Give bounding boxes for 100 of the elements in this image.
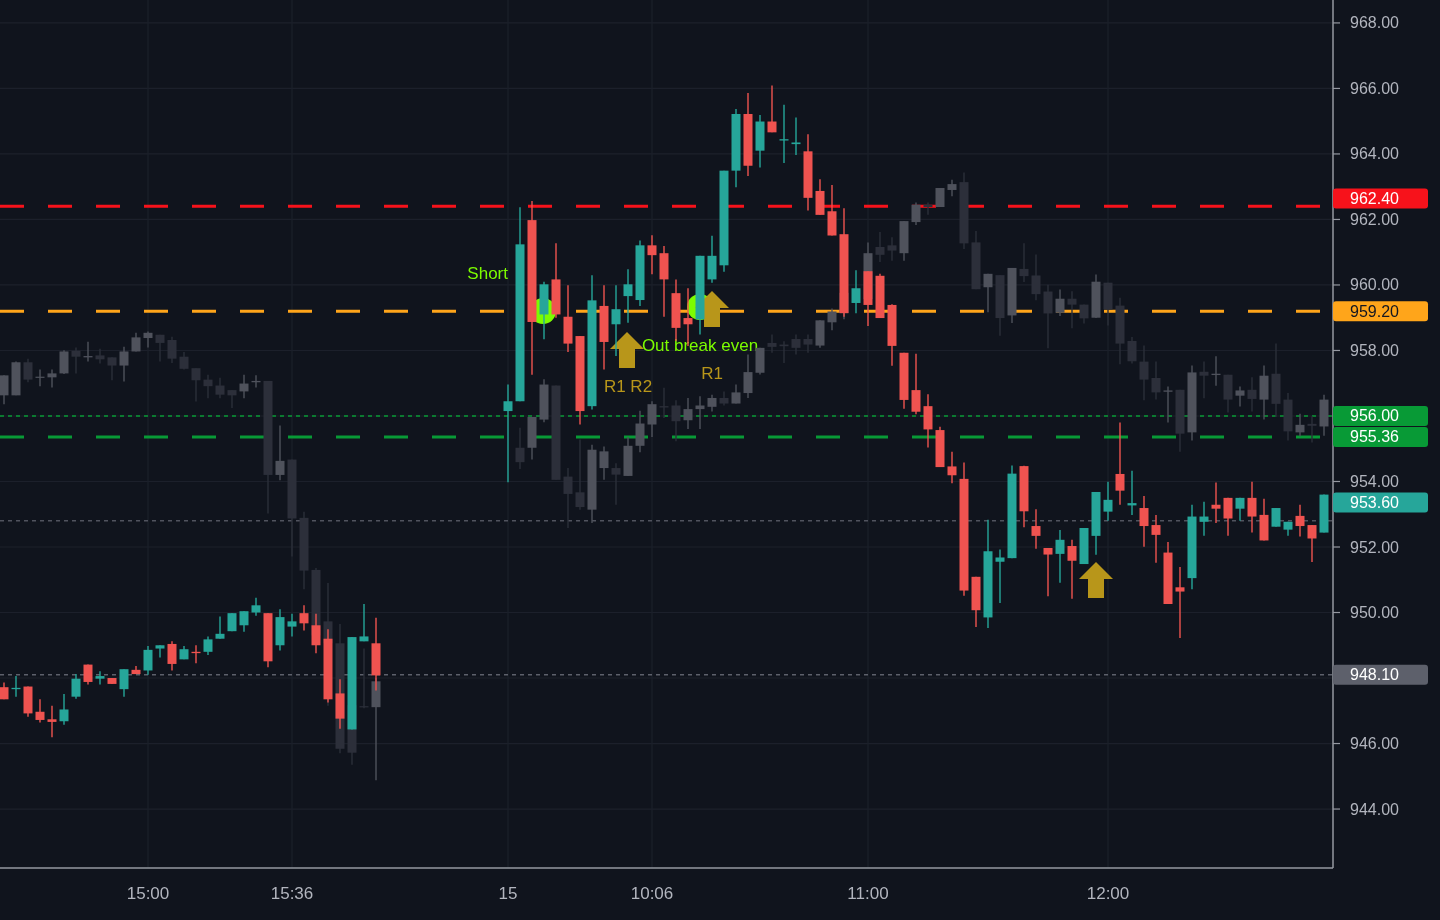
y-tick-label: 954.00 — [1350, 472, 1400, 490]
candlestick — [635, 410, 645, 454]
candlestick — [995, 548, 1005, 604]
candlestick — [1043, 547, 1053, 597]
candlestick — [599, 445, 609, 481]
annotation: Out break even — [641, 335, 759, 355]
candlestick — [203, 374, 213, 399]
candlestick — [515, 427, 525, 470]
candlestick — [191, 367, 201, 403]
candlestick — [671, 399, 681, 442]
annotation: R1 — [701, 363, 723, 383]
candlestick — [827, 307, 837, 331]
candlestick — [119, 668, 129, 698]
candlestick — [779, 104, 789, 164]
candlestick — [23, 357, 33, 383]
ref-line-label: 962.40 — [1350, 189, 1400, 207]
y-tick-label: 950.00 — [1350, 604, 1400, 622]
candlestick — [1127, 336, 1137, 365]
candlestick — [503, 383, 513, 483]
candlestick — [1247, 376, 1257, 413]
candlestick — [59, 693, 69, 726]
candlestick — [911, 353, 921, 416]
candlestick — [35, 698, 45, 724]
candlestick — [47, 368, 57, 389]
candlestick — [947, 450, 957, 484]
ref-line-label: 956.00 — [1350, 407, 1400, 425]
candlestick — [1151, 514, 1161, 564]
candlestick — [647, 234, 657, 275]
candlestick — [1223, 497, 1233, 537]
candlestick — [71, 673, 81, 700]
candlestick — [1151, 360, 1161, 401]
candlestick — [1235, 385, 1245, 408]
candlestick — [803, 333, 813, 354]
candlestick — [119, 346, 129, 383]
x-tick-label: 15:00 — [126, 883, 170, 903]
candlestick — [851, 269, 861, 314]
candlestick — [1055, 529, 1065, 584]
candlestick — [911, 201, 921, 226]
candlestick — [275, 424, 285, 481]
candlestick — [155, 334, 165, 363]
candlestick — [1199, 360, 1209, 399]
candlestick — [1067, 290, 1077, 329]
candlestick — [359, 603, 369, 643]
y-tick-label: 960.00 — [1350, 276, 1400, 294]
candlestick — [1259, 364, 1269, 421]
candlestick — [983, 273, 993, 313]
y-tick-label: 962.00 — [1350, 210, 1400, 228]
candlestick — [743, 353, 753, 399]
candlestick — [611, 462, 621, 506]
candlestick — [1295, 412, 1305, 437]
candlestick — [767, 84, 777, 134]
candlestick — [1175, 566, 1185, 639]
candlestick — [767, 333, 777, 354]
candlestick — [1211, 481, 1221, 524]
ref-line-label: 955.36 — [1350, 428, 1400, 446]
candlestick — [1139, 344, 1149, 401]
candlestick — [1163, 385, 1173, 424]
candlestick — [287, 613, 297, 638]
candlestick — [707, 235, 717, 284]
candlestick — [143, 645, 153, 676]
candlestick — [1019, 242, 1029, 283]
annotation: Short — [467, 263, 509, 283]
candlestick — [887, 236, 897, 262]
x-tick-label: 11:00 — [847, 883, 889, 903]
candlestick — [1307, 524, 1317, 563]
y-tick-label: 966.00 — [1350, 79, 1400, 97]
candlestick — [611, 284, 621, 357]
candlestick — [683, 397, 693, 430]
x-tick-label: 10:06 — [630, 883, 674, 903]
candlestick — [155, 644, 165, 659]
candlestick — [107, 356, 117, 381]
candlestick — [1067, 539, 1077, 600]
candlestick — [143, 330, 153, 349]
y-tick-label: 968.00 — [1350, 14, 1400, 32]
ref-line-label: 948.10 — [1350, 666, 1400, 684]
candlestick — [563, 467, 573, 529]
candlestick — [239, 610, 249, 633]
candlestick — [623, 268, 633, 324]
candlestick — [203, 635, 213, 656]
candlestick — [167, 336, 177, 364]
x-tick-label: 15:36 — [270, 883, 314, 903]
candlestick — [875, 231, 885, 263]
candlestick — [95, 670, 105, 686]
candlestick — [1271, 507, 1281, 528]
candlestick — [167, 640, 177, 672]
y-tick-label: 952.00 — [1350, 538, 1400, 556]
candlestick — [1199, 501, 1209, 537]
y-tick-label: 946.00 — [1350, 735, 1400, 753]
candlestick — [1103, 481, 1113, 522]
y-tick-label: 944.00 — [1350, 800, 1400, 818]
candlestick — [1307, 415, 1317, 444]
y-tick-label: 964.00 — [1350, 145, 1400, 163]
candlestick — [1139, 495, 1149, 548]
candlestick — [1247, 481, 1257, 534]
ref-line-label: 959.20 — [1350, 302, 1400, 320]
candlestick — [923, 393, 933, 449]
candlestick — [215, 376, 225, 399]
candlestick — [791, 333, 801, 356]
annotation: R1 R2 — [603, 376, 653, 396]
candlestick — [299, 604, 309, 632]
